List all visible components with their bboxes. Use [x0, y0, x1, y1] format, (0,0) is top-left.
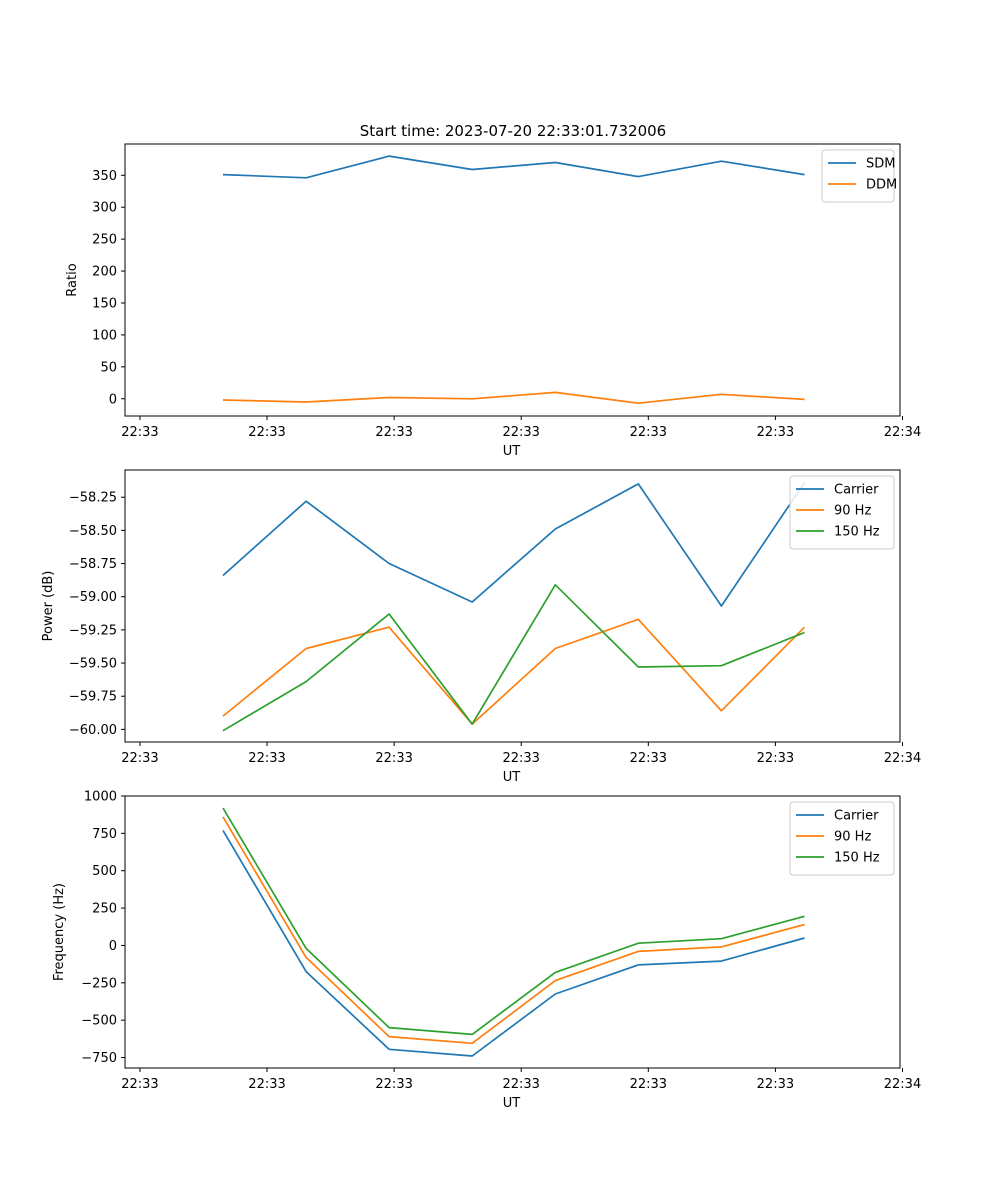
x-tick-label: 22:33	[757, 751, 794, 766]
y-tick-label: −59.75	[69, 690, 117, 705]
y-tick-label: −60.00	[69, 723, 117, 738]
y-tick-label: −58.25	[69, 491, 117, 506]
y-tick-label: −59.00	[69, 590, 117, 605]
y-tick-label: −59.50	[69, 657, 117, 672]
legend: SDM DDM	[821, 149, 897, 203]
x-tick-label: 22:33	[121, 425, 158, 440]
legend-label: 90 Hz	[834, 504, 871, 519]
x-tick-label: 22:33	[630, 1077, 667, 1092]
legend: Carrier 90 Hz 150 Hz	[789, 475, 895, 550]
x-tick-label: 22:33	[757, 425, 794, 440]
x-tick-label: 22:33	[121, 751, 158, 766]
y-axis-label: Ratio	[65, 263, 80, 296]
y-tick-label: 0	[109, 939, 117, 954]
x-tick-label: 22:33	[375, 425, 412, 440]
series-line-90-hz	[222, 618, 806, 725]
legend-label: DDM	[866, 178, 897, 193]
y-tick-label: 500	[92, 864, 117, 879]
y-tick-label: 300	[92, 201, 117, 216]
legend-label: Carrier	[834, 483, 879, 498]
y-tick-label: −58.75	[69, 557, 117, 572]
x-tick-label: 22:34	[884, 751, 921, 766]
legend-label: 150 Hz	[834, 525, 880, 540]
plot-area	[124, 795, 901, 1069]
y-tick-label: 200	[92, 265, 117, 280]
series-line-sdm	[222, 155, 805, 179]
y-tick-label: 0	[109, 392, 117, 407]
y-tick-label: 350	[92, 169, 117, 184]
y-tick-label: −500	[81, 1014, 117, 1029]
x-tick-label: 22:33	[757, 1077, 794, 1092]
plot-area	[124, 469, 901, 743]
figure-title: Start time: 2023-07-20 22:33:01.732006	[360, 122, 666, 140]
series-line-90-hz	[222, 816, 805, 1045]
x-tick-label: 22:33	[630, 425, 667, 440]
legend: Carrier 90 Hz 150 Hz	[789, 801, 895, 876]
x-tick-label: 22:33	[630, 751, 667, 766]
x-tick-label: 22:34	[884, 1077, 921, 1092]
y-axis-label: Frequency (Hz)	[52, 883, 67, 981]
y-tick-label: 100	[92, 328, 117, 343]
y-tick-label: −58.50	[69, 524, 117, 539]
y-axis-label: Power (dB)	[41, 571, 56, 642]
series-line-150-hz	[222, 807, 805, 1036]
series-line-carrier	[222, 482, 806, 607]
legend-label: 150 Hz	[834, 851, 880, 866]
series-line-150-hz	[222, 583, 805, 732]
legend-label: 90 Hz	[834, 830, 871, 845]
chart-1: 22:33 22:33 22:33 22:33 22:33 22:33 22:34 UT 0 50…	[65, 143, 921, 459]
y-tick-label: 150	[92, 296, 117, 311]
series-line-ddm	[222, 391, 805, 405]
y-tick-label: −59.25	[69, 623, 117, 638]
x-axis-label: UT	[503, 1096, 521, 1111]
legend-label: SDM	[866, 157, 895, 172]
chart-2: 22:33 22:33 22:33 22:33 22:33 22:33 22:34 UT −60…	[41, 469, 921, 785]
y-tick-label: 250	[92, 902, 117, 917]
series-line-carrier	[222, 829, 805, 1057]
y-tick-label: 750	[92, 827, 117, 842]
legend-label: Carrier	[834, 809, 879, 824]
charts-container: 22:33 22:33 22:33 22:33 22:33 22:33 22:34 UT 0 50…	[41, 143, 921, 1112]
x-tick-label: 22:33	[502, 751, 539, 766]
x-axis-label: UT	[503, 444, 521, 459]
x-tick-label: 22:33	[502, 425, 539, 440]
x-tick-label: 22:33	[502, 1077, 539, 1092]
x-tick-label: 22:34	[884, 425, 921, 440]
x-tick-label: 22:33	[375, 1077, 412, 1092]
x-tick-label: 22:33	[248, 751, 285, 766]
x-tick-label: 22:33	[121, 1077, 158, 1092]
y-tick-label: −250	[81, 976, 117, 991]
chart-3: 22:33 22:33 22:33 22:33 22:33 22:33 22:34 UT −75…	[52, 790, 921, 1112]
x-tick-label: 22:33	[248, 1077, 285, 1092]
y-tick-label: −750	[81, 1051, 117, 1066]
y-tick-label: 250	[92, 233, 117, 248]
y-tick-label: 1000	[84, 790, 117, 805]
plot-area	[124, 143, 901, 417]
x-axis-label: UT	[503, 770, 521, 785]
x-tick-label: 22:33	[375, 751, 412, 766]
y-tick-label: 50	[100, 360, 117, 375]
x-tick-label: 22:33	[248, 425, 285, 440]
